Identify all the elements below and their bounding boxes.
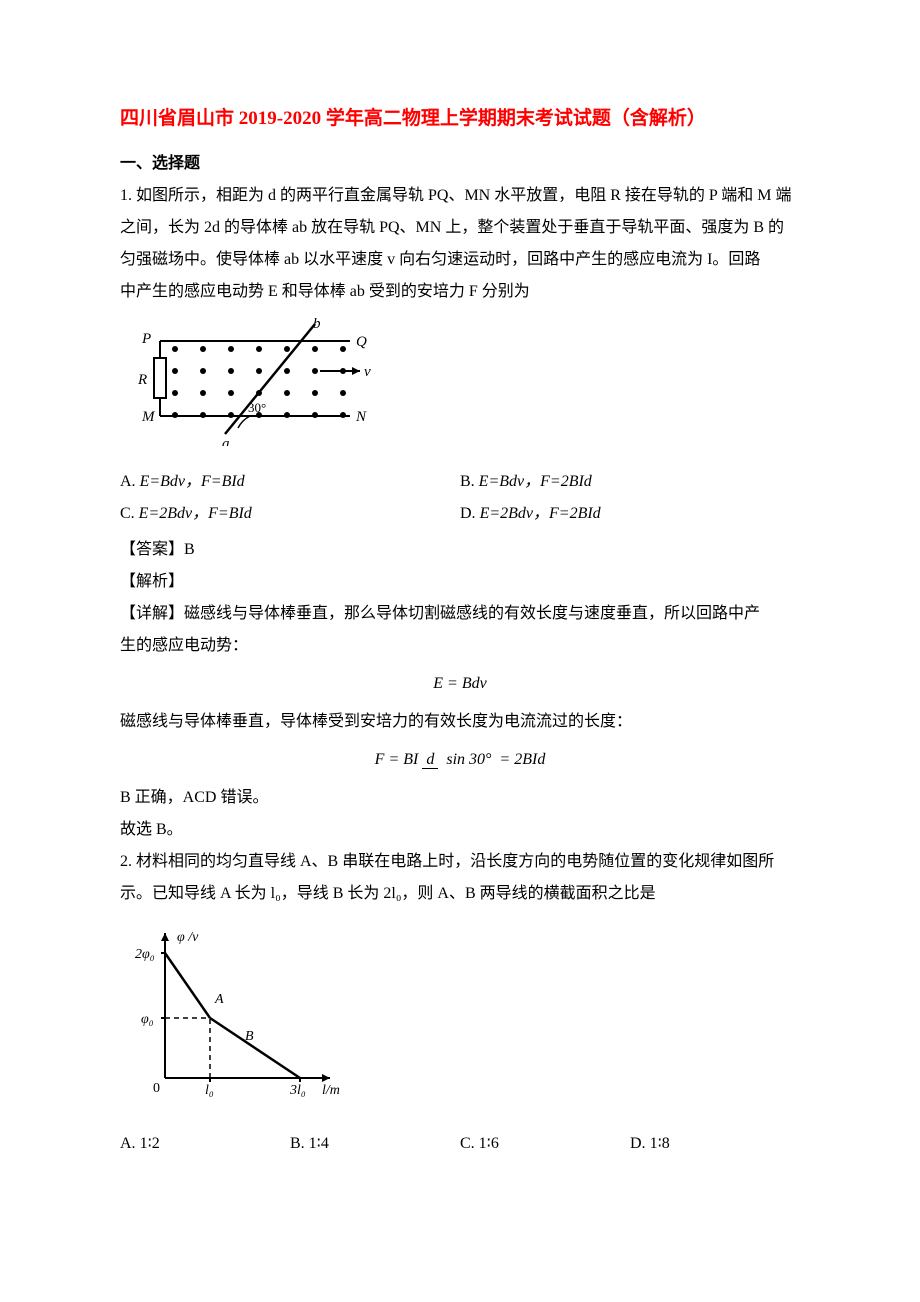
svg-text:b: b xyxy=(313,316,321,332)
detail-label: 【详解】 xyxy=(120,605,184,622)
svg-text:v: v xyxy=(364,364,371,380)
formula2-frac-bot: sin 30° xyxy=(442,751,495,768)
q2-stem-line2: 示。已知导线 A 长为 l₀，导线 B 长为 2l₀，则 A、B 两导线的横截面… xyxy=(120,878,800,910)
q1-option-d: D. E=2Bdv，F=2BId xyxy=(460,498,800,530)
formula2-frac-top: d xyxy=(422,751,438,769)
q1-option-b-text: E=Bdv，F=2BId xyxy=(479,473,592,490)
q1-detail-line2: 生的感应电动势： xyxy=(120,630,800,662)
q1-option-a: A. E=Bdv，F=BId xyxy=(120,466,460,498)
section-heading: 一、选择题 xyxy=(120,148,800,180)
q2-option-a: A. 1∶2 xyxy=(120,1128,290,1160)
svg-text:φ /v: φ /v xyxy=(177,930,199,945)
q1-detail-line1: 【详解】磁感线与导体棒垂直，那么导体切割磁感线的有效长度与速度垂直，所以回路中产 xyxy=(120,598,800,630)
q2-options-row: A. 1∶2 B. 1∶4 C. 1∶6 D. 1∶8 xyxy=(120,1128,800,1160)
q2-option-c-text: 1∶6 xyxy=(479,1135,499,1152)
svg-text:2φ₀: 2φ₀ xyxy=(135,947,155,962)
q1-diagram: P Q M N Ra b v 30° xyxy=(120,316,800,458)
q1-conclusion1: B 正确，ACD 错误。 xyxy=(120,782,800,814)
q1-conclusion2: 故选 B。 xyxy=(120,814,800,846)
q2-option-d: D. 1∶8 xyxy=(630,1128,800,1160)
q1-stem-line1: 1. 如图所示，相距为 d 的两平行直金属导轨 PQ、MN 水平放置，电阻 R … xyxy=(120,180,800,212)
q2-option-b: B. 1∶4 xyxy=(290,1128,460,1160)
detail-text1: 磁感线与导体棒垂直，那么导体切割磁感线的有效长度与速度垂直，所以回路中产 xyxy=(184,605,760,622)
q2-option-b-text: 1∶4 xyxy=(309,1135,329,1152)
q1-options-row2: C. E=2Bdv，F=BId D. E=2Bdv，F=2BId xyxy=(120,498,800,530)
svg-text:A: A xyxy=(214,992,224,1007)
formula2-frac: d sin 30° xyxy=(422,744,495,776)
q1-stem-line4: 中产生的感应电动势 E 和导体棒 ab 受到的安培力 F 分别为 xyxy=(120,276,800,308)
q1-stem-line3: 匀强磁场中。使导体棒 ab 以水平速度 v 向右匀速运动时，回路中产生的感应电流… xyxy=(120,244,800,276)
formula2-right: = 2BId xyxy=(499,751,545,768)
svg-text:R: R xyxy=(137,372,147,388)
q1-stem-line2: 之间，长为 2d 的导体棒 ab 放在导轨 PQ、MN 上，整个装置处于垂直于导… xyxy=(120,212,800,244)
q1-options-row1: A. E=Bdv，F=BId B. E=Bdv，F=2BId xyxy=(120,466,800,498)
q1-formula2: F = BI d sin 30° = 2BId xyxy=(120,744,800,776)
svg-text:l/m: l/m xyxy=(322,1083,340,1098)
q1-answer: 【答案】B xyxy=(120,534,800,566)
q1-option-c-text: E=2Bdv，F=BId xyxy=(139,505,252,522)
q1-option-c: C. E=2Bdv，F=BId xyxy=(120,498,460,530)
svg-text:0: 0 xyxy=(153,1081,160,1096)
svg-text:P: P xyxy=(141,331,151,347)
answer-label: 【答案】 xyxy=(120,541,184,558)
svg-text:3l₀: 3l₀ xyxy=(289,1083,306,1098)
svg-text:30°: 30° xyxy=(248,400,266,415)
svg-text:N: N xyxy=(355,409,367,425)
svg-text:M: M xyxy=(141,409,156,425)
q1-option-a-text: E=Bdv，F=BId xyxy=(140,473,245,490)
q2-option-a-text: 1∶2 xyxy=(140,1135,160,1152)
page-title: 四川省眉山市 2019-2020 学年高二物理上学期期末考试试题（含解析） xyxy=(120,100,800,138)
q1-analysis-label: 【解析】 xyxy=(120,566,800,598)
q2-option-c: C. 1∶6 xyxy=(460,1128,630,1160)
svg-text:B: B xyxy=(245,1029,254,1044)
q1-detail-line3: 磁感线与导体棒垂直，导体棒受到安培力的有效长度为电流流过的长度： xyxy=(120,706,800,738)
svg-text:l₀: l₀ xyxy=(205,1083,214,1098)
q1-option-d-text: E=2Bdv，F=2BId xyxy=(480,505,601,522)
svg-text:a: a xyxy=(222,436,230,446)
answer-value: B xyxy=(184,541,195,558)
svg-text:φ₀: φ₀ xyxy=(141,1012,154,1027)
q2-diagram: φ /v l/m 2φ₀ φ₀ l₀ 3l₀ 0 A B xyxy=(120,918,800,1120)
q2-option-d-text: 1∶8 xyxy=(650,1135,670,1152)
q2-stem-line1: 2. 材料相同的均匀直导线 A、B 串联在电路上时，沿长度方向的电势随位置的变化… xyxy=(120,846,800,878)
formula2-left: F = BI xyxy=(375,751,419,768)
svg-text:Q: Q xyxy=(356,334,367,350)
q1-option-b: B. E=Bdv，F=2BId xyxy=(460,466,800,498)
q1-formula1: E = Bdv xyxy=(120,668,800,700)
